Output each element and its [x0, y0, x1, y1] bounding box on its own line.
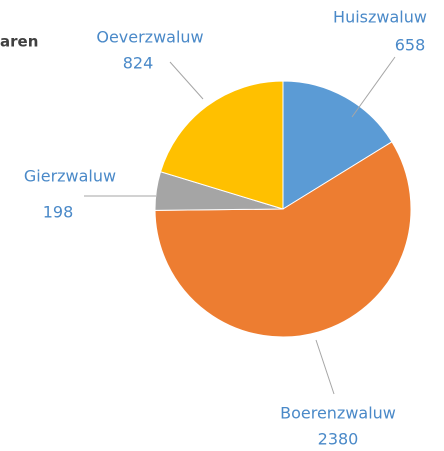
- leader-line: [351, 56, 396, 118]
- slice-label: Gierzwaluw: [24, 167, 116, 186]
- slice-label: Huiszwaluw: [333, 8, 427, 27]
- pie-slice: [154, 141, 412, 338]
- pie-slice: [282, 80, 393, 210]
- slice-label: Oeverzwaluw: [96, 28, 203, 47]
- slice-value: 658: [395, 36, 426, 55]
- chart-title: aren: [0, 33, 38, 51]
- slice-label: Boerenzwaluw: [280, 404, 396, 423]
- slice-value: 2380: [318, 430, 359, 449]
- slice-value: 198: [43, 203, 74, 222]
- leader-line: [169, 61, 204, 100]
- slice-value: 824: [123, 54, 154, 73]
- leader-line: [315, 339, 335, 395]
- pie-slice: [159, 80, 284, 210]
